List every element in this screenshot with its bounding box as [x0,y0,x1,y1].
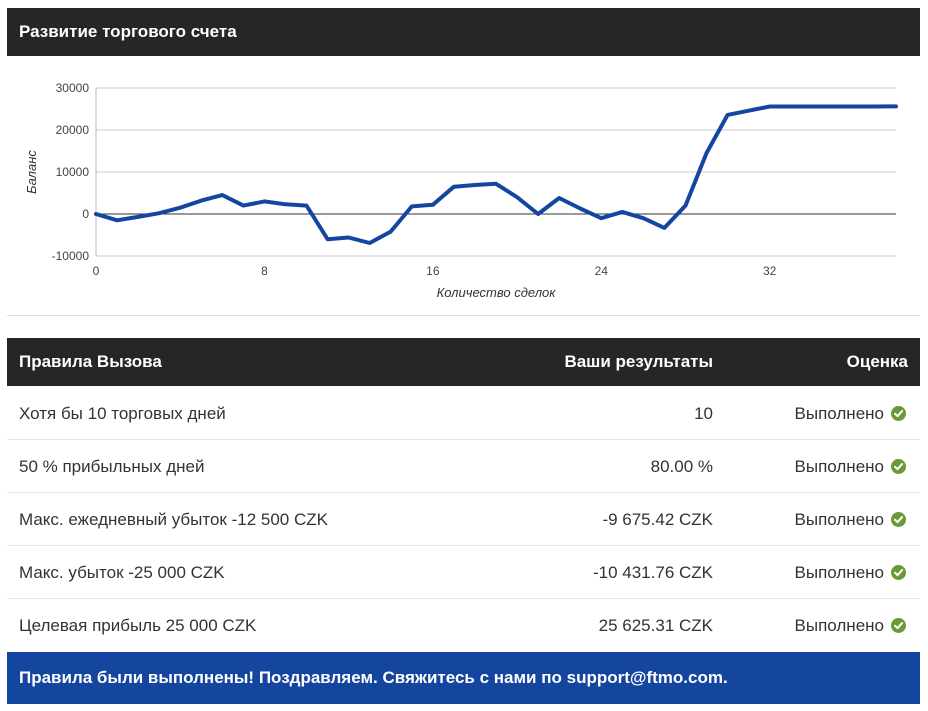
y-tick-label: 30000 [56,81,90,95]
rules-table-header: Правила Вызова Ваши результаты Оценка [7,338,920,386]
check-circle-icon [891,406,906,421]
y-tick-label: 0 [82,207,89,221]
balance-chart: -10000 0 10000 20000 30000 0 8 16 24 32 Количество… [7,56,920,316]
table-row: Макс. ежедневный убыток -12 500 CZK -9 6… [7,493,920,546]
y-tick-label: 20000 [56,123,90,137]
chart-panel-title: Развитие торгового счета [19,22,237,41]
check-circle-icon [891,512,906,527]
table-row: Хотя бы 10 торговых дней 10 Выполнено [7,387,920,440]
chart-panel-header: Развитие торгового счета [7,8,920,56]
success-message: Правила были выполнены! Поздравляем. Свя… [19,668,728,687]
x-tick-label: 8 [261,264,268,278]
rule-name: Хотя бы 10 торговых дней [19,404,226,423]
rule-status: Выполнено [794,563,884,582]
rule-status: Выполнено [794,404,884,423]
balance-series-line [94,104,898,245]
rule-result: -9 675.42 CZK [602,510,713,529]
rule-result: 10 [694,404,713,423]
x-tick-label: 0 [93,264,100,278]
x-axis-title: Количество сделок [437,285,557,300]
rule-result: 25 625.31 CZK [598,616,713,635]
success-banner: Правила были выполнены! Поздравляем. Свя… [7,652,920,704]
column-header-rules: Правила Вызова [19,352,162,371]
table-row: Целевая прибыль 25 000 CZK 25 625.31 CZK… [7,599,920,652]
column-header-evaluation: Оценка [846,352,908,371]
y-axis-title: Баланс [24,150,39,194]
x-tick-label: 16 [426,264,440,278]
table-row: 50 % прибыльных дней 80.00 % Выполнено [7,440,920,493]
rule-name: 50 % прибыльных дней [19,457,205,476]
rule-name: Целевая прибыль 25 000 CZK [19,616,257,635]
y-tick-label: -10000 [52,249,90,263]
x-tick-label: 32 [763,264,777,278]
column-header-results: Ваши результаты [564,352,713,371]
rule-name: Макс. убыток -25 000 CZK [19,563,225,582]
rule-result: -10 431.76 CZK [592,563,713,582]
check-circle-icon [891,459,906,474]
rule-status: Выполнено [794,457,884,476]
check-circle-icon [891,618,906,633]
x-tick-label: 24 [595,264,609,278]
table-row: Макс. убыток -25 000 CZK -10 431.76 CZK … [7,546,920,599]
rule-name: Макс. ежедневный убыток -12 500 CZK [19,510,328,529]
rule-status: Выполнено [794,616,884,635]
check-circle-icon [891,565,906,580]
y-tick-label: 10000 [56,165,90,179]
rule-result: 80.00 % [650,457,713,476]
rule-status: Выполнено [794,510,884,529]
